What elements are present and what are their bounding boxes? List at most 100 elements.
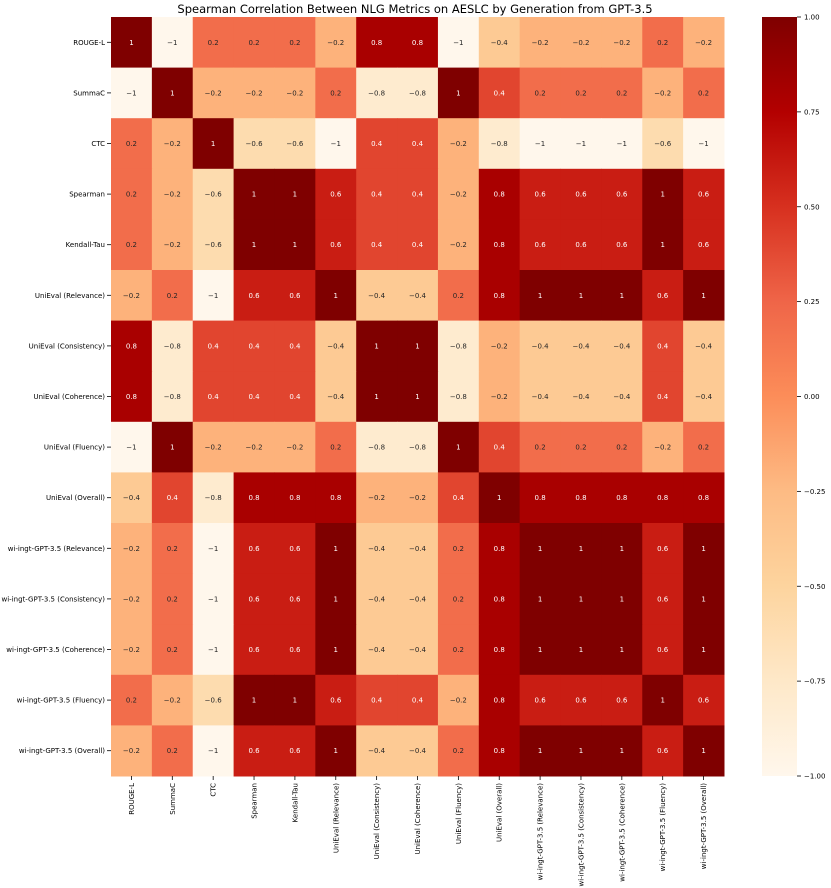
cell-value-label: 0.8: [494, 191, 505, 199]
cell-value-label: 0.2: [616, 89, 627, 97]
row-label: Kendall-Tau: [66, 241, 105, 249]
heatmap-cell: [151, 523, 194, 575]
cell-value-label: 0.2: [575, 89, 586, 97]
cell-value-label: 0.2: [453, 747, 464, 755]
cell-value-label: 0.8: [494, 646, 505, 654]
heatmap-cell: [397, 118, 439, 170]
cell-value-label: −0.2: [572, 39, 589, 47]
cell-value-label: −0.4: [368, 595, 386, 603]
cell-value-label: −0.2: [205, 89, 222, 97]
cell-value-label: −0.2: [368, 494, 385, 502]
heatmap-cell: [397, 371, 439, 423]
heatmap-cell: [601, 725, 643, 777]
cell-value-label: −0.2: [532, 39, 549, 47]
heatmap-cell: [437, 573, 480, 625]
cell-value-label: −0.4: [409, 747, 427, 755]
cell-value-label: −0.4: [532, 393, 550, 401]
cell-value-label: 1: [334, 595, 338, 603]
cell-value-label: 0.6: [657, 747, 669, 755]
cell-value-label: 0.6: [616, 241, 628, 249]
cell-value-label: −1: [208, 747, 218, 755]
heatmap-cell: [111, 674, 153, 726]
cell-value-label: −0.6: [654, 140, 672, 148]
cell-value-label: 1: [170, 444, 174, 452]
row-label: UniEval (Coherence): [33, 393, 105, 401]
cell-value-label: 0.4: [453, 494, 465, 502]
cell-value-label: 1: [538, 646, 542, 654]
heatmap-cell: [478, 67, 521, 119]
heatmap-cell: [151, 67, 194, 119]
heatmap-cells: 1 −1 0.2 0.2 0.2 −0.2 0.8 0.8 −1 −0.4 −0.2 −0.2 −0.2…: [111, 17, 725, 777]
heatmap-cell: [683, 67, 725, 119]
heatmap-cell: [642, 270, 684, 322]
cell-value-label: 1: [701, 292, 705, 300]
cell-value-label: 1: [415, 342, 419, 350]
cell-value-label: −0.4: [368, 646, 386, 654]
heatmap-cell: [642, 17, 684, 69]
heatmap-cell: [315, 472, 357, 524]
cell-value-label: 0.8: [494, 747, 505, 755]
column-label: wi-ingt-GPT-3.5 (Relevance): [537, 783, 545, 881]
row-label: wi-ingt-GPT-3.5 (Fluency): [17, 697, 106, 705]
heatmap-cell: [356, 168, 398, 220]
heatmap-cell: [151, 674, 194, 726]
heatmap-cell: [601, 219, 643, 271]
cell-value-label: −0.2: [123, 646, 140, 654]
heatmap-cell: [233, 219, 275, 271]
cell-value-label: −0.6: [205, 241, 223, 249]
cell-value-label: 0.2: [167, 292, 178, 300]
heatmap-cell: [315, 573, 357, 625]
cell-value-label: 1: [538, 595, 542, 603]
heatmap-cell: [642, 67, 684, 119]
heatmap-cell: [274, 270, 316, 322]
heatmap-cell: [356, 472, 398, 524]
cell-value-label: 0.8: [535, 494, 546, 502]
heatmap-cell: [642, 118, 684, 170]
cell-value-label: 0.2: [126, 697, 137, 705]
cell-value-label: 0.2: [167, 595, 178, 603]
heatmap-cell: [642, 371, 684, 423]
heatmap-cell: [478, 624, 521, 676]
colorbar-tick-label: −0.50: [804, 583, 825, 591]
cell-value-label: −1: [208, 292, 218, 300]
cell-value-label: −0.2: [286, 444, 303, 452]
cell-value-label: 1: [538, 292, 542, 300]
heatmap-cell: [478, 674, 521, 726]
heatmap-cell: [274, 523, 316, 575]
heatmap-cell: [478, 371, 521, 423]
heatmap-cell: [192, 573, 235, 625]
cell-value-label: 0.2: [248, 39, 259, 47]
colorbar-tick-label: 0.25: [804, 298, 820, 306]
cell-value-label: 0.6: [289, 292, 301, 300]
heatmap-cell: [478, 320, 521, 372]
heatmap-cell: [233, 168, 275, 220]
cell-value-label: 0.6: [248, 747, 260, 755]
cell-value-label: −1: [208, 595, 218, 603]
heatmap-cell: [437, 421, 480, 473]
heatmap-cell: [111, 421, 153, 473]
heatmap-cell: [356, 219, 398, 271]
heatmap-cell: [356, 67, 398, 119]
heatmap-cell: [192, 270, 235, 322]
row-label: Spearman: [69, 191, 105, 199]
cell-value-label: 0.8: [698, 494, 709, 502]
cell-value-label: 0.6: [657, 545, 669, 553]
heatmap-cell: [683, 219, 725, 271]
cell-value-label: 0.2: [289, 39, 300, 47]
heatmap-cell: [233, 573, 275, 625]
heatmap-cell: [192, 219, 235, 271]
cell-value-label: −0.4: [695, 342, 713, 350]
cell-value-label: −0.4: [368, 545, 386, 553]
heatmap-cell: [601, 67, 643, 119]
heatmap-cell: [356, 371, 398, 423]
cell-value-label: −0.2: [123, 292, 140, 300]
heatmap-cell: [151, 219, 194, 271]
cell-value-label: 0.4: [412, 191, 424, 199]
cell-value-label: 0.6: [698, 697, 710, 705]
heatmap-cell: [683, 573, 725, 625]
heatmap-cell: [478, 118, 521, 170]
cell-value-label: 0.4: [657, 342, 669, 350]
cell-value-label: 0.2: [126, 191, 137, 199]
cell-value-label: 1: [620, 595, 624, 603]
cell-value-label: 0.2: [535, 444, 546, 452]
